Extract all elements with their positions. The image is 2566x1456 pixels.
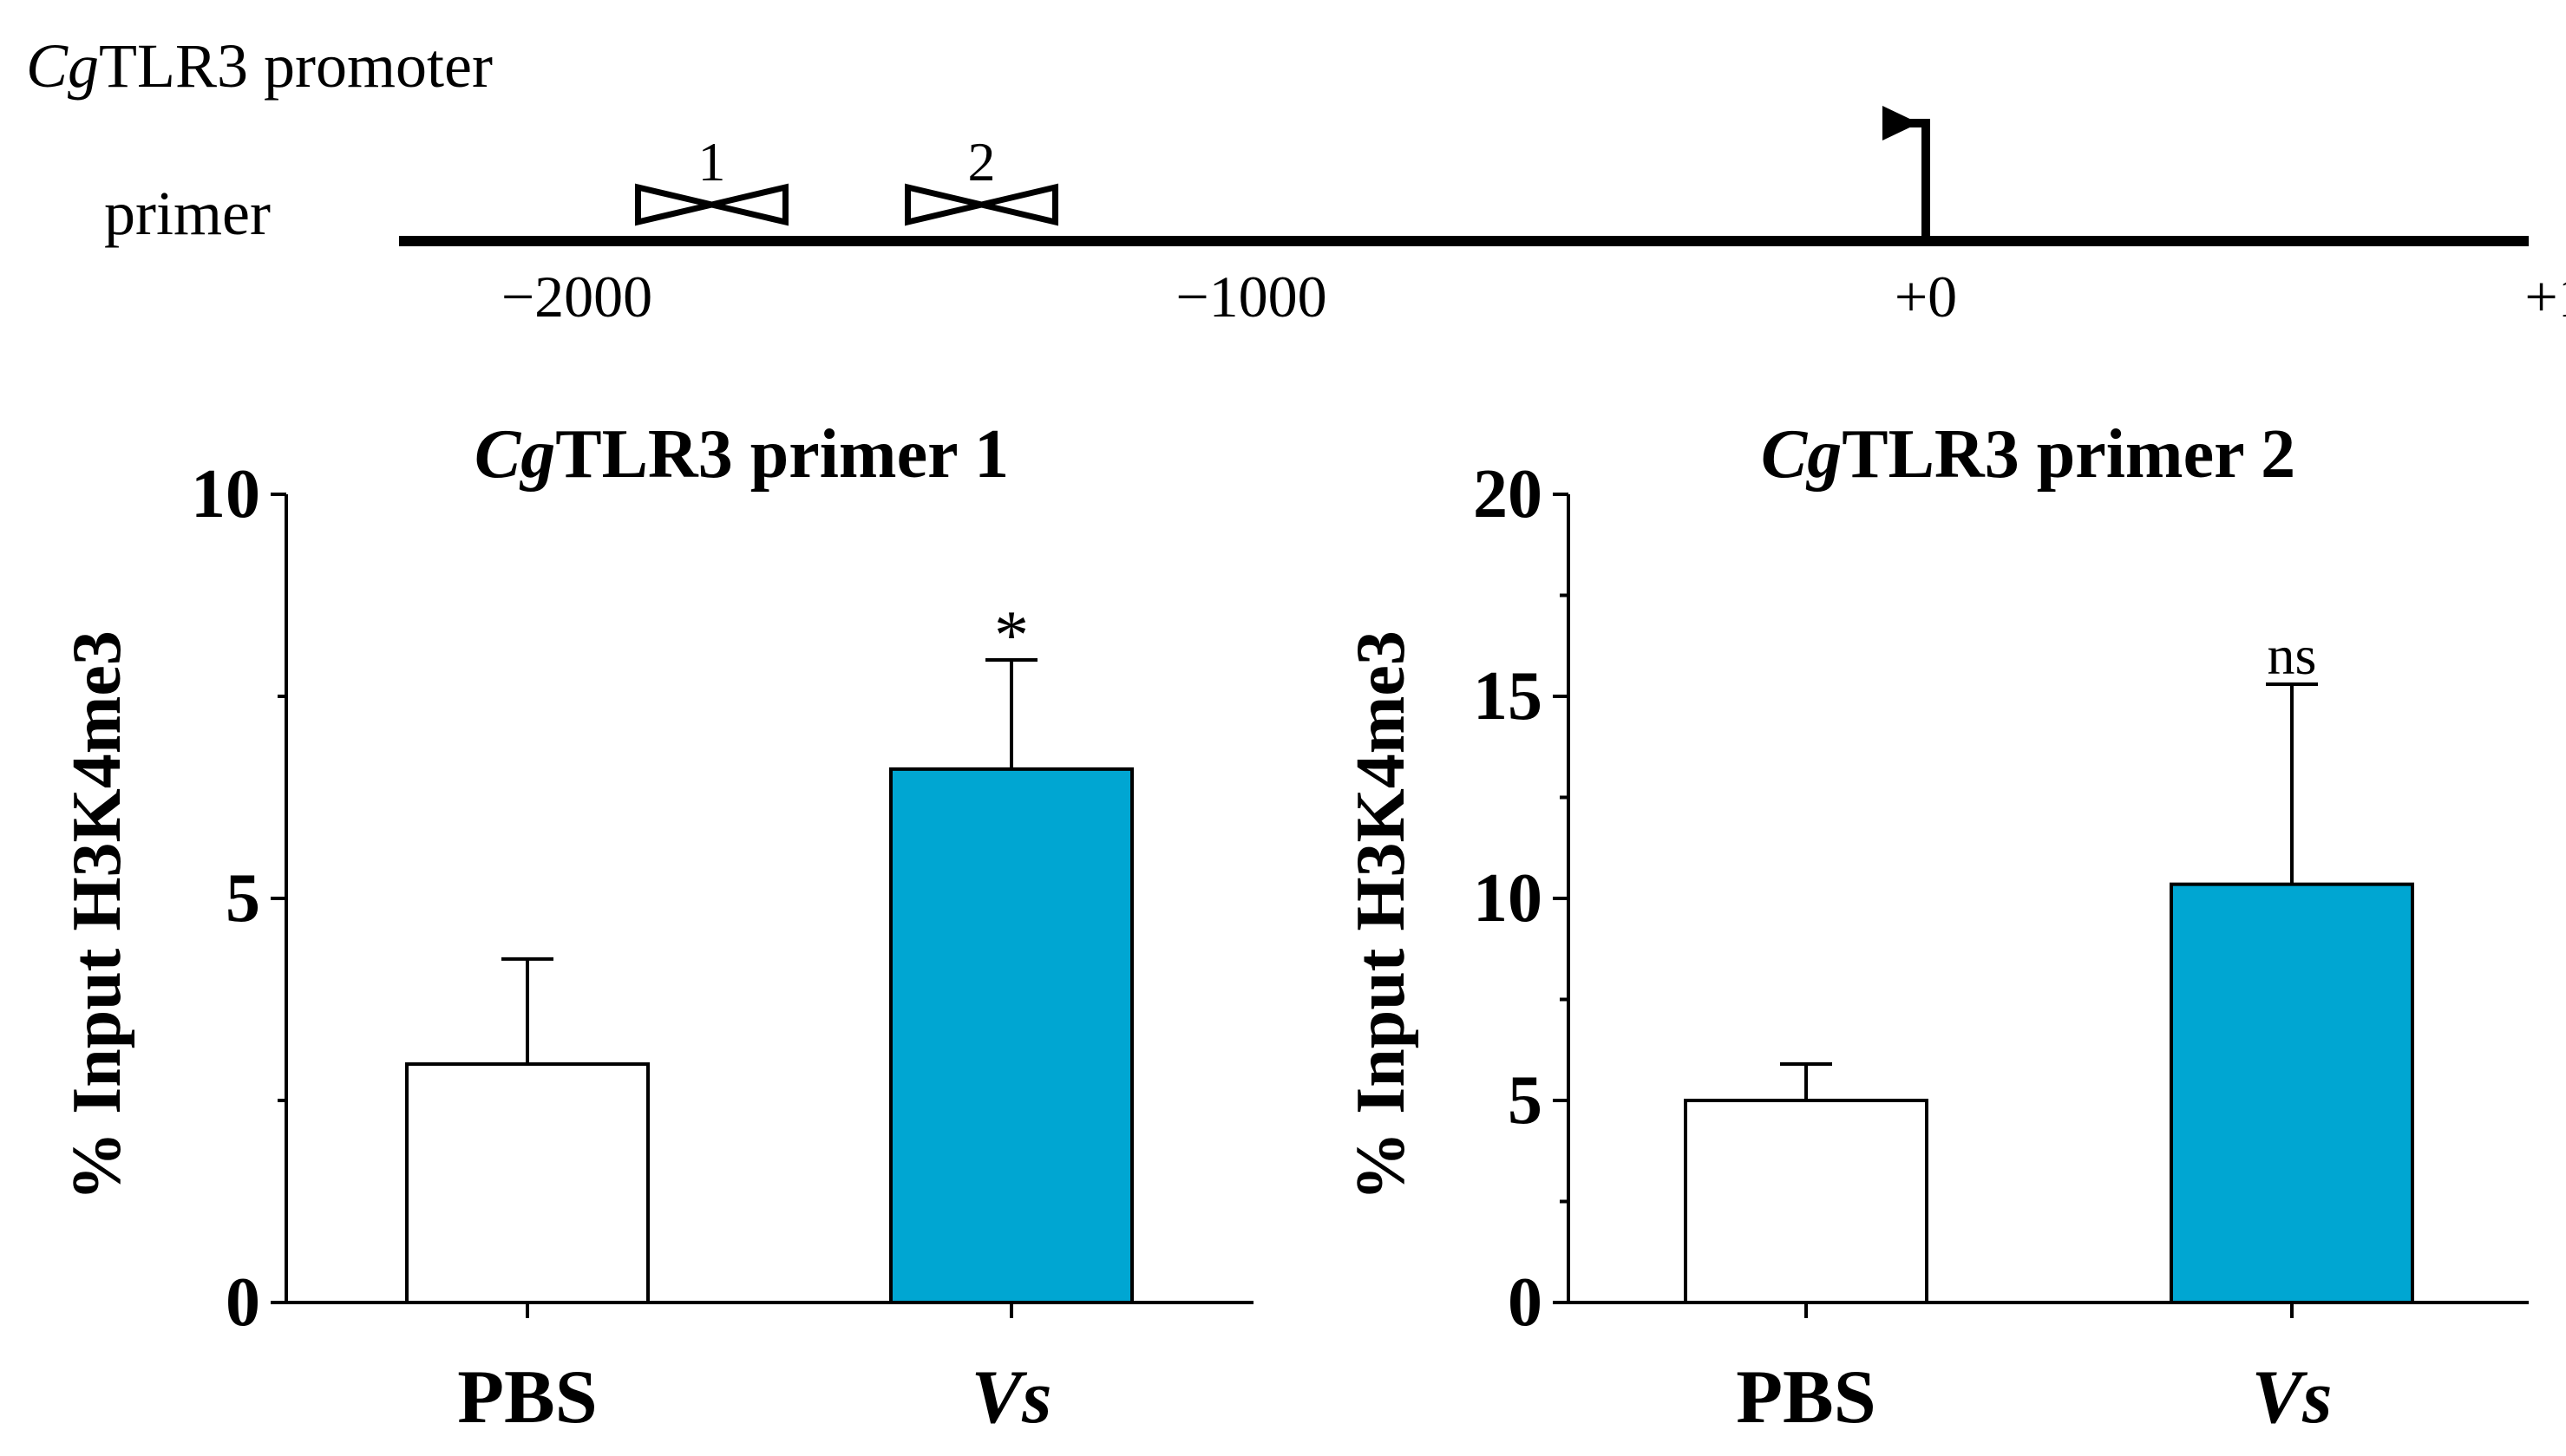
chart-2-y-tick-label: 0: [1508, 1264, 1542, 1341]
chart-2-title-rest: TLR3 primer 2: [1842, 416, 2295, 493]
promoter-title-italic: Cg: [26, 31, 99, 101]
chart-2-ylabel: % Input H3K4me3: [1343, 630, 1419, 1201]
chart-2-significance-vs: ns: [2268, 624, 2317, 686]
chart-1-y-tick-label: 10: [191, 456, 260, 532]
chart-2-y-tick-label: 15: [1473, 658, 1542, 735]
chart-2-y-tick-label: 5: [1508, 1062, 1542, 1139]
promoter-title: CgTLR3 promoter: [26, 31, 493, 101]
chart-1-bar-pbs: [405, 1062, 650, 1305]
promoter-tick-label: +0: [1895, 264, 1957, 330]
primer-1-reverse-mark: [710, 183, 789, 226]
primer-2-reverse-mark: [980, 183, 1058, 226]
chart-1-bar-vs: [889, 767, 1134, 1304]
chart-1-y-tick-label: 0: [226, 1264, 260, 1341]
chart-2-category-label-pbs: PBS: [1736, 1355, 1875, 1440]
chart-1-y-tick-label: 5: [226, 860, 260, 937]
chart-2-y-tick-label: 20: [1473, 456, 1542, 532]
chart-2-y-tick-label: 10: [1473, 860, 1542, 937]
chart-1-title: CgTLR3 primer 1: [475, 416, 1009, 493]
promoter-tick-label: −2000: [501, 264, 652, 330]
primer-label: primer: [104, 179, 271, 248]
chart-1-significance-vs: *: [994, 597, 1029, 674]
promoter-tick-label: +1000: [2524, 264, 2566, 330]
chart-2-title-italic: Cg: [1761, 416, 1842, 493]
chart-primer-1: CgTLR3 primer 1 % Input H3K4me3 0 5 10 PBS *…: [59, 416, 1254, 1440]
chart-1-ylabel: % Input H3K4me3: [59, 630, 135, 1201]
primer-2-label: 2: [968, 131, 996, 193]
tss-arrow-icon: [1891, 119, 1930, 241]
promoter-tick-labels: −2000 −1000 +0 +1000: [501, 264, 2566, 330]
chart-2-category-label-vs: Vs: [2252, 1355, 2333, 1440]
chart-1-title-rest: TLR3 primer 1: [555, 416, 1009, 493]
primer-1-forward-mark: [635, 183, 713, 226]
chart-2-title: CgTLR3 primer 2: [1761, 416, 2295, 493]
chart-1-category-label-pbs: PBS: [457, 1355, 597, 1440]
chart-1-category-label-vs: Vs: [972, 1355, 1052, 1440]
chart-2-bar-vs: [2170, 882, 2414, 1304]
primer-1-label: 1: [698, 131, 726, 193]
chart-1-title-italic: Cg: [475, 416, 555, 493]
chart-2-bar-pbs: [1684, 1099, 1928, 1304]
promoter-diagram: CgTLR3 promoter primer 12 −2000−1000+0+1…: [26, 31, 2566, 330]
primer-2-forward-mark: [905, 183, 983, 226]
promoter-title-rest: TLR3 promoter: [99, 31, 493, 101]
chart-primer-2: CgTLR3 primer 2 % Input H3K4me3 0 5 10 15 20…: [1343, 416, 2529, 1440]
chart-2-plot: 0 5 10 15 20 PBS ns Vs: [1473, 456, 2529, 1440]
chart-1-plot: 0 5 10 PBS * Vs: [191, 456, 1254, 1440]
promoter-tick-label: −1000: [1175, 264, 1326, 330]
tss-arrowhead-icon: [1882, 106, 1919, 140]
